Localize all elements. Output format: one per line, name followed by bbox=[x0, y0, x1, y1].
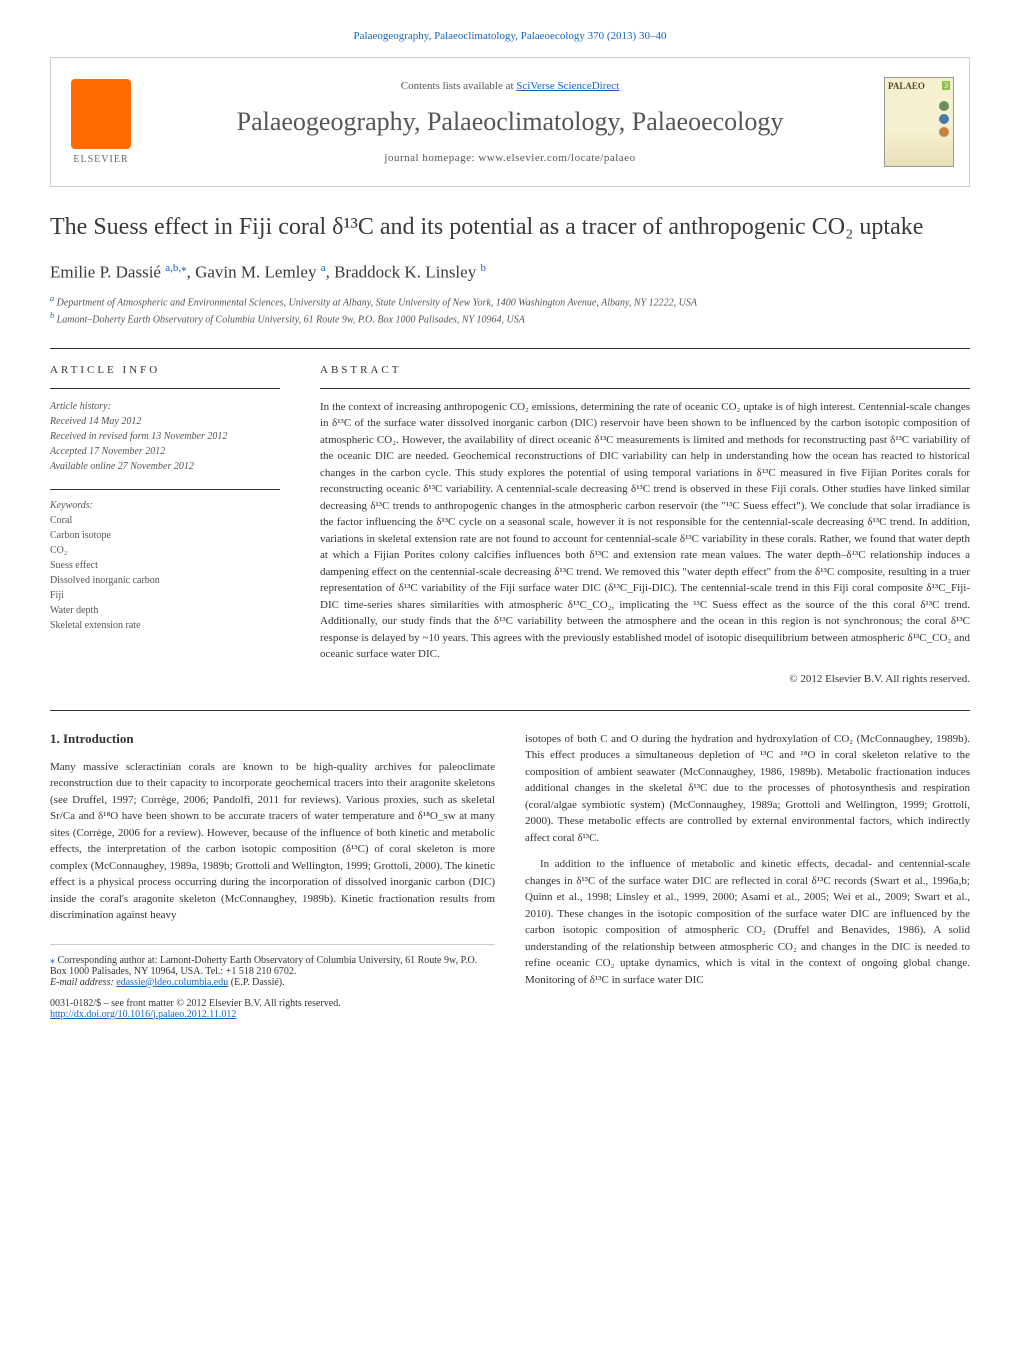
authors: Emilie P. Dassié a,b,⁎, Gavin M. Lemley … bbox=[50, 261, 970, 283]
doi-link[interactable]: http://dx.doi.org/10.1016/j.palaeo.2012.… bbox=[50, 1009, 236, 1020]
copyright: © 2012 Elsevier B.V. All rights reserved… bbox=[320, 673, 970, 685]
divider bbox=[50, 348, 970, 349]
intro-paragraph-1: Many massive scleractinian corals are kn… bbox=[50, 759, 495, 924]
article-title: The Suess effect in Fiji coral δ¹³C and … bbox=[50, 212, 970, 243]
cover-label: PALAEO bbox=[888, 81, 925, 91]
keyword: Skeletal extension rate bbox=[50, 618, 280, 633]
journal-name: Palaeogeography, Palaeoclimatology, Pala… bbox=[161, 107, 859, 137]
author-1-sup: a,b,⁎ bbox=[165, 262, 186, 274]
author-1: Emilie P. Dassié bbox=[50, 263, 161, 282]
publisher-name: ELSEVIER bbox=[73, 154, 128, 165]
keyword: Water depth bbox=[50, 603, 280, 618]
article-info: ARTICLE INFO Article history: Received 1… bbox=[50, 364, 280, 685]
contents-text: Contents lists available at bbox=[401, 80, 516, 92]
elsevier-logo: ELSEVIER bbox=[51, 69, 151, 175]
homepage-link[interactable]: journal homepage: www.elsevier.com/locat… bbox=[161, 152, 859, 164]
affiliations: a Department of Atmospheric and Environm… bbox=[50, 293, 970, 328]
cover-number: 3 bbox=[942, 81, 950, 90]
journal-cover: PALAEO 3 bbox=[869, 67, 969, 177]
keyword: Suess effect bbox=[50, 558, 280, 573]
keyword: CO₂ bbox=[50, 543, 280, 558]
contents-line: Contents lists available at SciVerse Sci… bbox=[161, 80, 859, 92]
info-header: ARTICLE INFO bbox=[50, 364, 280, 376]
journal-header: ELSEVIER Contents lists available at Sci… bbox=[50, 57, 970, 187]
history-item: Available online 27 November 2012 bbox=[50, 459, 280, 474]
intro-paragraph-2: isotopes of both C and O during the hydr… bbox=[525, 731, 970, 847]
keywords-label: Keywords: bbox=[50, 498, 280, 513]
keyword: Carbon isotope bbox=[50, 528, 280, 543]
sciencedirect-link[interactable]: SciVerse ScienceDirect bbox=[516, 80, 619, 92]
author-2-sup: a bbox=[321, 262, 326, 274]
author-3: Braddock K. Linsley bbox=[334, 263, 476, 282]
abstract-text: In the context of increasing anthropogen… bbox=[320, 399, 970, 663]
keyword: Dissolved inorganic carbon bbox=[50, 573, 280, 588]
affiliation-a: a Department of Atmospheric and Environm… bbox=[50, 293, 970, 310]
keyword: Coral bbox=[50, 513, 280, 528]
author-3-sup: b bbox=[480, 262, 486, 274]
top-citation: Palaeogeography, Palaeoclimatology, Pala… bbox=[50, 30, 970, 42]
history-label: Article history: bbox=[50, 399, 280, 414]
intro-paragraph-3: In addition to the influence of metaboli… bbox=[525, 856, 970, 988]
cover-dot-icon bbox=[939, 127, 949, 137]
doi-section: 0031-0182/$ – see front matter © 2012 El… bbox=[50, 998, 495, 1020]
author-2: Gavin M. Lemley bbox=[195, 263, 316, 282]
email-link[interactable]: edassie@ldeo.columbia.edu bbox=[116, 977, 228, 988]
corresponding-author-note: ⁎ Corresponding author at: Lamont-Dohert… bbox=[50, 944, 495, 988]
cover-dot-icon bbox=[939, 114, 949, 124]
keyword: Fiji bbox=[50, 588, 280, 603]
introduction: 1. Introduction Many massive scleractini… bbox=[50, 731, 970, 1020]
issn-line: 0031-0182/$ – see front matter © 2012 El… bbox=[50, 998, 495, 1009]
history-item: Received 14 May 2012 bbox=[50, 414, 280, 429]
abstract: ABSTRACT In the context of increasing an… bbox=[320, 364, 970, 685]
affiliation-b: b Lamont–Doherty Earth Observatory of Co… bbox=[50, 310, 970, 327]
intro-header: 1. Introduction bbox=[50, 731, 495, 747]
history-item: Accepted 17 November 2012 bbox=[50, 444, 280, 459]
section-divider bbox=[50, 710, 970, 711]
cover-dot-icon bbox=[939, 101, 949, 111]
history-item: Received in revised form 13 November 201… bbox=[50, 429, 280, 444]
abstract-header: ABSTRACT bbox=[320, 364, 970, 376]
elsevier-tree-icon bbox=[71, 79, 131, 149]
